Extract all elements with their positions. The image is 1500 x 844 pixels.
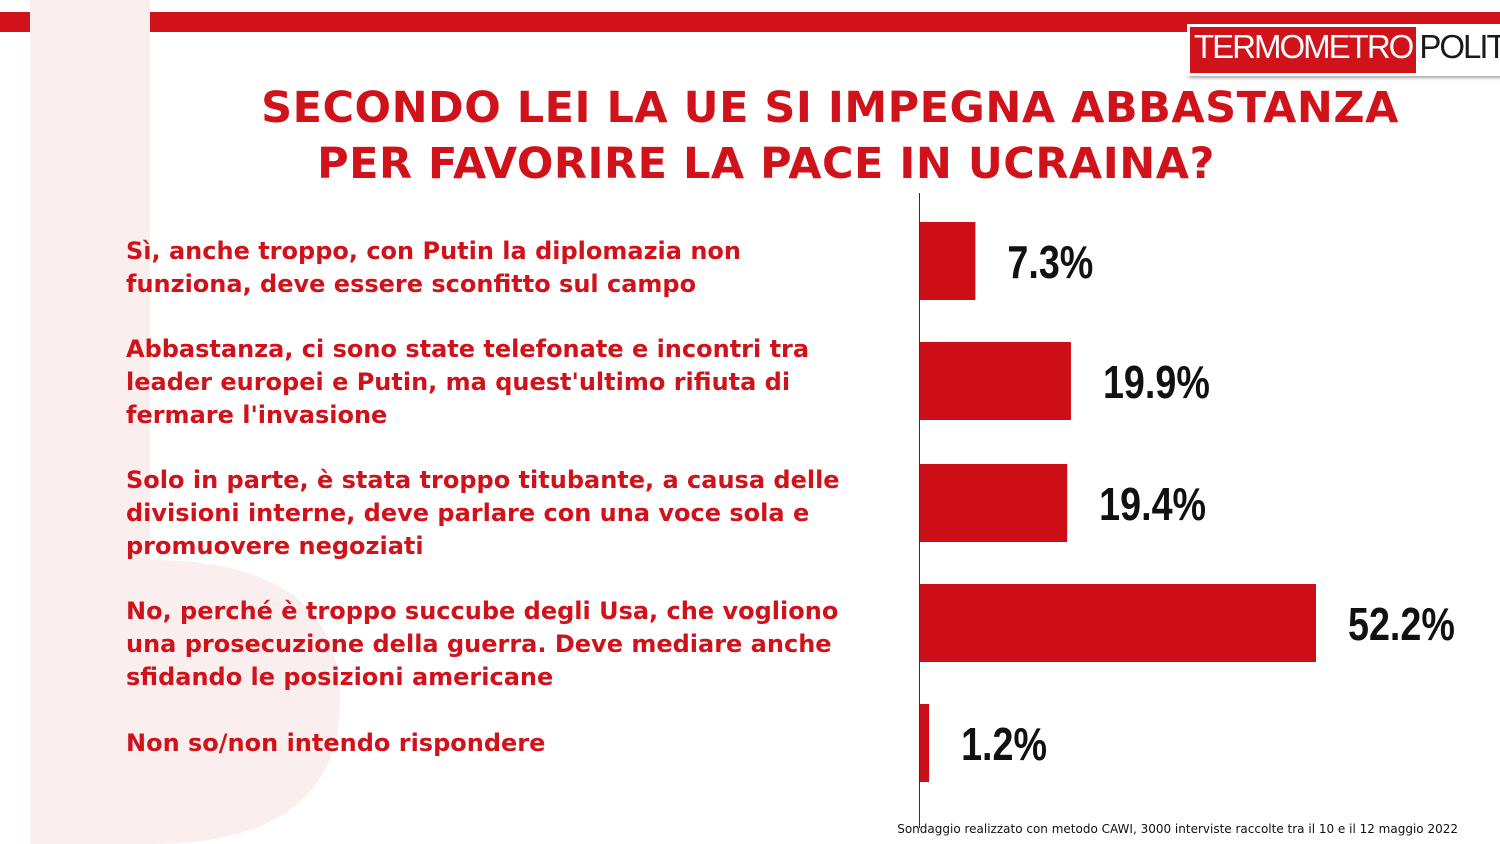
answer-1-line-1: Sì, anche troppo, con Putin la diplomazi… (126, 237, 741, 265)
bar-value-label-3: 19.4% (1099, 478, 1206, 529)
answer-5-line-1: Non so/non intendo rispondere (126, 729, 546, 757)
answer-label-2: Abbastanza, ci sono state telefonate e i… (126, 333, 886, 432)
bar-2 (920, 342, 1071, 420)
answer-label-1: Sì, anche troppo, con Putin la diplomazi… (126, 235, 886, 301)
top-accent-bar (0, 12, 1500, 32)
answer-2-line-2: leader europei e Putin, ma quest'ultimo … (126, 368, 791, 396)
answer-2-line-1: Abbastanza, ci sono state telefonate e i… (126, 335, 810, 363)
answer-1-line-2: funziona, deve essere sconfitto sul camp… (126, 270, 697, 298)
answer-3-line-3: promuovere negoziati (126, 532, 424, 560)
termometro-politico-logo: TERMOMETRO POLITICO (1187, 24, 1500, 76)
chart-title: SECONDO LEI LA UE SI IMPEGNA ABBASTANZA … (230, 80, 1430, 192)
bar-3 (920, 464, 1068, 542)
chart-title-line-2: PER FAVORIRE LA PACE IN UCRAINA? (317, 139, 1215, 189)
answer-4-line-1: No, perché è troppo succube degli Usa, c… (126, 597, 839, 625)
bar-5 (920, 704, 930, 782)
bar-value-label-5: 1.2% (961, 718, 1047, 769)
bar-4 (920, 584, 1316, 662)
answer-3-line-2: divisioni interne, deve parlare con una … (126, 499, 810, 527)
bar-value-label-1: 7.3% (1007, 236, 1093, 287)
bar-1 (920, 222, 976, 300)
logo-termometro-text: TERMOMETRO (1190, 27, 1417, 73)
chart-title-line-1: SECONDO LEI LA UE SI IMPEGNA ABBASTANZA (261, 83, 1399, 133)
chart-axis-line (919, 193, 920, 828)
answer-label-4: No, perché è troppo succube degli Usa, c… (126, 595, 886, 694)
answer-4-line-2: una prosecuzione della guerra. Deve medi… (126, 630, 832, 658)
answer-4-line-3: sfidando le posizioni americane (126, 663, 554, 691)
answer-3-line-1: Solo in parte, è stata troppo titubante,… (126, 466, 840, 494)
logo-politico-text: POLITICO (1416, 27, 1500, 73)
answer-label-5: Non so/non intendo rispondere (126, 727, 886, 760)
bar-value-label-2: 19.9% (1103, 356, 1210, 407)
bar-value-label-4: 52.2% (1348, 598, 1455, 649)
survey-note: Sondaggio realizzato con metodo CAWI, 30… (897, 822, 1458, 836)
answer-2-line-3: fermare l'invasione (126, 401, 388, 429)
answer-label-3: Solo in parte, è stata troppo titubante,… (126, 464, 886, 563)
